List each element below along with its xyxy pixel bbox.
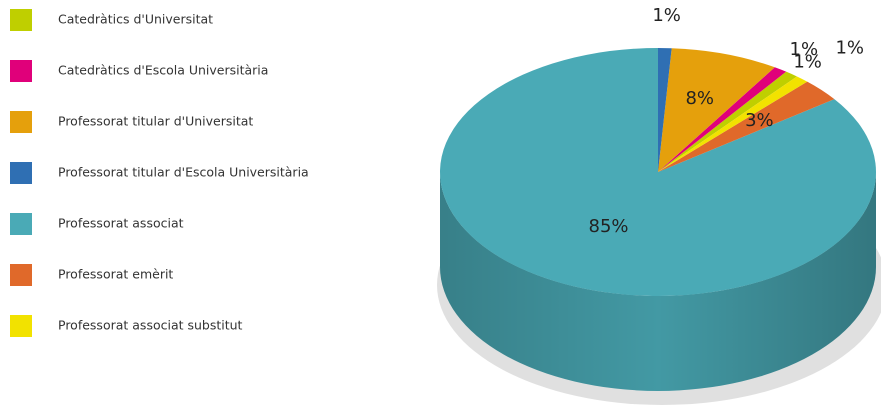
legend-label: Professorat associat substitut [58, 318, 243, 333]
data-label: 85% [589, 216, 629, 237]
data-label: 8% [685, 88, 714, 109]
data-label: 1% [793, 51, 822, 72]
legend-label: Professorat emèrit [58, 267, 173, 282]
slice [658, 67, 787, 172]
data-label: 3% [745, 110, 774, 131]
data-label: 1% [652, 5, 681, 26]
slice [658, 71, 797, 172]
legend-label: Catedràtics d'Escola Universitària [58, 63, 268, 78]
legend-label: Catedràtics d'Universitat [58, 12, 213, 27]
slice [658, 81, 835, 172]
data-label: 1% [790, 39, 819, 60]
slice [440, 48, 876, 296]
legend-swatch [10, 264, 32, 286]
slice [658, 48, 775, 172]
legend-swatch [10, 9, 32, 31]
legend-label: Professorat titular d'Escola Universitàr… [58, 165, 309, 180]
legend-swatch [10, 60, 32, 82]
side-shade [440, 172, 876, 391]
legend-swatch [10, 213, 32, 235]
legend-label: Professorat associat [58, 216, 184, 231]
data-label: 1% [835, 37, 864, 58]
legend-swatch [10, 162, 32, 184]
legend-swatch [10, 111, 32, 133]
slice [658, 48, 672, 172]
legend-label: Professorat titular d'Universitat [58, 114, 253, 129]
legend-swatch [10, 315, 32, 337]
slice [658, 76, 808, 172]
